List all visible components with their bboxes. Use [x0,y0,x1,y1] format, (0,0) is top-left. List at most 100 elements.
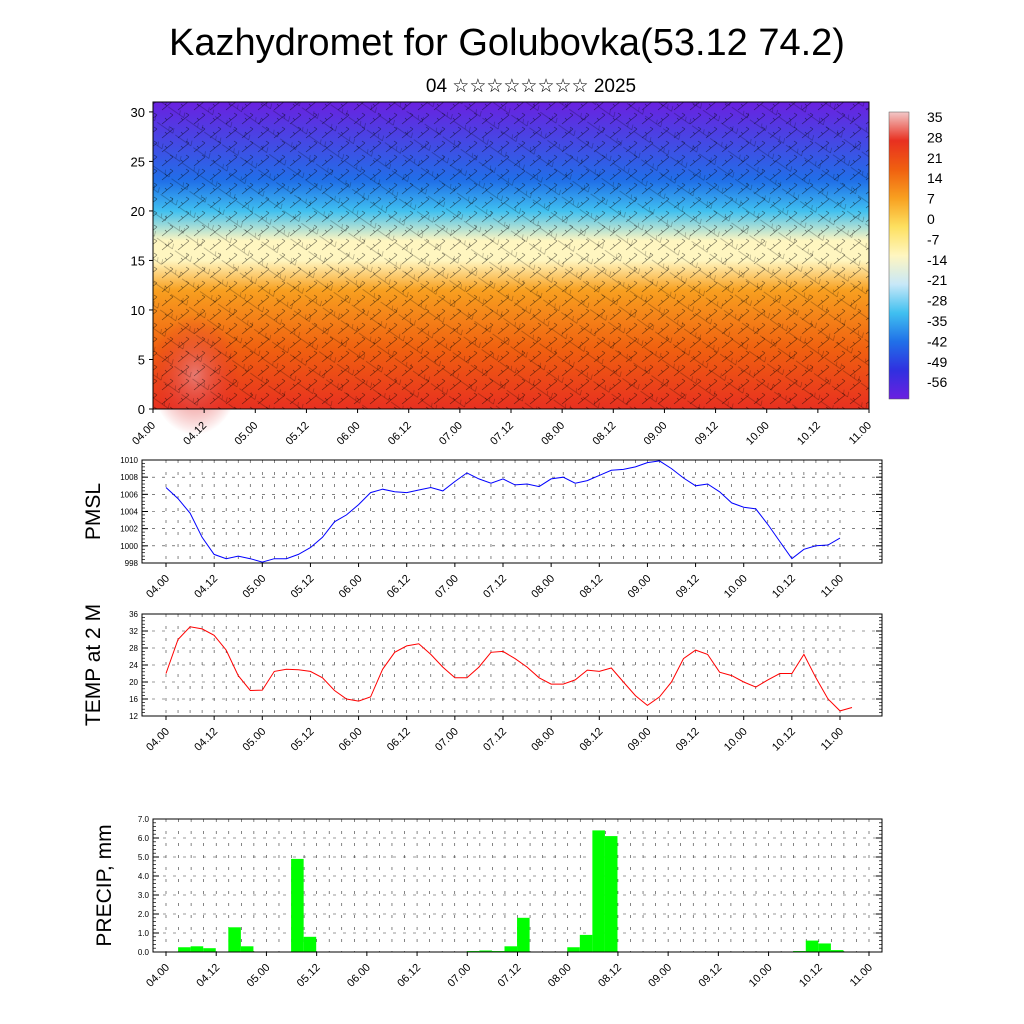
colorbar-label: -28 [927,293,947,309]
precip-bar [178,947,191,952]
x-tick-label: 05.00 [240,726,268,754]
colorbar-label: 0 [927,211,935,227]
y-tick-label: 20 [131,204,145,219]
precip-bar [303,936,317,952]
colorbar-label: 28 [927,129,943,145]
x-tick-label: 10.12 [795,420,823,448]
x-tick-label: 06.00 [337,573,365,601]
x-tick-label: 10.12 [797,962,825,990]
y-tick-label: 2.0 [138,910,150,919]
y-tick-label: 4.0 [138,872,150,881]
x-tick-label: 07.12 [488,420,516,448]
x-tick-label: 04.00 [130,420,158,448]
y-tick-label: 1.0 [138,929,150,938]
y-tick-label: 1002 [120,525,138,534]
y-tick-label: 20 [129,678,138,687]
x-tick-label: 06.00 [337,726,365,754]
temp-panel: 12 16 20 24 28 32 36 04.00 04.12 05.00 05.12 06.00 0… [82,604,883,754]
y-tick-label: 10 [131,303,145,318]
precip-bar [567,947,580,952]
x-tick-label: 08.12 [596,962,624,990]
colorbar [888,111,910,400]
x-tick-label: 04.12 [192,573,220,601]
y-tick-label: 15 [131,253,145,268]
pmsl-panel: 998 1000 1002 1004 1006 1008 1010 04.00 04.12 05.… [82,456,883,601]
x-tick-label: 08.12 [577,573,605,601]
colorbar-label: -42 [927,333,947,349]
x-tick-label: 05.12 [289,726,317,754]
x-tick-label: 10.00 [722,573,750,601]
y-axis-label: PRECIP, mm [93,824,116,946]
x-tick-label: 09.12 [674,726,702,754]
x-tick-label: 09.00 [646,962,674,990]
x-tick-label: 06.12 [385,573,413,601]
y-tick-label: 28 [129,644,138,653]
panel-frame [141,459,883,564]
precip-panel: 0.0 1.0 2.0 3.0 4.0 5.0 6.0 7.0 04.00 04.12 05.00 0… [93,815,883,990]
colorbar-label: -56 [927,374,947,390]
precip-bar [203,948,216,952]
colorbar-label: -7 [927,231,940,247]
y-tick-label: 36 [129,610,138,619]
colorbar-label: -14 [927,252,947,268]
precip-bar [190,946,204,952]
y-tick-label: 1000 [120,542,138,551]
precip-bar [228,927,241,952]
x-tick-label: 06.12 [386,420,414,448]
x-tick-label: 07.00 [433,726,461,754]
precip-bar [604,836,618,952]
y-tick-label: 5 [138,352,145,367]
x-tick-label: 04.00 [144,962,172,990]
x-tick-label: 07.00 [437,420,465,448]
precip-bar [240,946,254,952]
x-tick-label: 09.12 [674,573,702,601]
y-axis-label: PMSL [82,483,105,540]
x-tick-label: 05.00 [240,573,268,601]
precip-bar [517,917,530,952]
x-tick-label: 09.12 [697,962,725,990]
precip-bar [504,946,518,952]
y-tick-label: 1006 [120,490,138,499]
x-tick-label: 06.00 [345,962,373,990]
y-tick-label: 12 [129,712,138,721]
colorbar-label: 21 [927,150,943,166]
x-tick-label: 08.00 [546,962,574,990]
y-tick-label: 998 [125,559,139,568]
x-tick-label: 05.12 [295,962,323,990]
cross-section-y-axis: 0 5 10 15 20 25 30 [131,105,153,417]
x-tick-label: 09.00 [642,420,670,448]
precip-bar [592,830,605,952]
colorbar-labels: 35 28 21 14 7 0 -7 -14 -21 -28 -35 -42 -49 -56 [927,109,947,390]
x-tick-label: 11.00 [848,962,875,989]
y-tick-label: 3.0 [138,891,150,900]
precip-bar [291,858,304,952]
colorbar-label: 14 [927,170,943,186]
y-tick-label: 25 [131,154,145,169]
x-tick-label: 04.00 [144,726,172,754]
x-tick-label: 08.00 [529,726,557,754]
x-tick-label: 09.12 [693,420,721,448]
precip-bar [579,934,593,952]
precip-bar [805,940,819,952]
x-tick-label: 09.00 [626,573,654,601]
x-tick-label: 07.00 [433,573,461,601]
x-tick-label: 08.00 [529,573,557,601]
x-tick-label: 08.00 [539,420,567,448]
y-tick-label: 32 [129,627,138,636]
x-tick-label: 06.00 [335,420,363,448]
x-tick-label: 11.00 [847,420,874,447]
x-tick-label: 05.12 [289,573,317,601]
x-tick-label: 05.12 [284,420,312,448]
y-tick-label: 1010 [120,456,138,465]
x-tick-label: 05.00 [232,420,260,448]
colorbar-label: -49 [927,354,947,370]
x-tick-label: 09.00 [626,726,654,754]
x-tick-label: 07.00 [445,962,473,990]
x-tick-label: 08.12 [590,420,618,448]
panel-frame [141,613,883,717]
x-tick-label: 11.00 [819,573,846,600]
y-tick-label: 5.0 [138,853,150,862]
x-tick-label: 04.12 [194,962,222,990]
